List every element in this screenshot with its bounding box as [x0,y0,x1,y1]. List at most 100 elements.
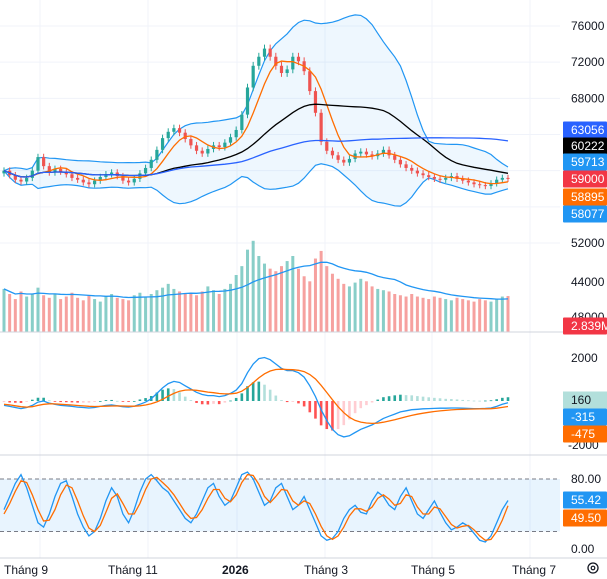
volume-bar [495,299,499,332]
candle-body [404,164,408,168]
volume-bar [438,297,442,332]
macd-hist-bar [319,401,323,426]
stoch-tick-label: 0.00 [571,542,595,556]
volume-bar [2,288,6,332]
macd-hist-bar [81,401,85,403]
volume-bar [47,297,51,332]
candle-body [132,178,136,183]
macd-hist-bar [93,401,96,402]
volume-bar [472,301,476,332]
volume-bar [455,297,459,332]
price-tick-label: 68000 [571,91,605,105]
macd-hist-bar [370,401,374,403]
macd-histogram [2,381,510,431]
macd-hist-bar [410,395,414,401]
macd-hist-bar [178,392,181,401]
macd-hist-bar [427,397,431,401]
time-tick-label: Tháng 9 [4,563,48,577]
macd-hist-bar [297,401,300,404]
volume-bar [268,268,272,332]
macd-hist-bar [42,397,45,401]
volume-bar [285,261,289,332]
candle-body [42,157,46,167]
settings-icon[interactable] [587,562,599,574]
volume-bars [2,240,510,332]
volume-bar [8,294,12,332]
candle-body [279,65,284,74]
candle-body [93,180,97,185]
macd-hist-bar [132,401,136,402]
candle-body [30,170,34,178]
candle-body [495,179,499,184]
volume-tag: 2.839M [571,319,607,333]
volume-bar [93,299,97,332]
volume-bar [178,291,182,332]
volume-bar [81,300,85,332]
candle-body [427,175,431,177]
stochastic-d-line [3,473,509,541]
candle-body [166,131,170,139]
candle-body [160,138,165,150]
price-tag-bg [563,153,607,171]
macd-hist-bar [161,389,164,401]
candle-body [342,159,346,163]
macd-hist-bar [64,401,68,403]
candle-body [81,179,85,183]
candle-body [206,148,210,154]
macd-hist-bar [359,401,363,409]
candle-body [172,128,176,132]
macd-hist-bar [246,386,249,401]
candle-body [455,176,459,179]
macd-hist-bar [223,401,227,403]
macd-hist-bar [19,401,23,403]
macd-hist-bar [234,397,238,401]
macd-hist-bar [478,400,481,402]
candle-body [483,185,487,187]
volume-bar [217,294,221,332]
macd-hist-bar [76,401,79,403]
candle-body [25,177,29,182]
macd-hist-bar [206,401,210,405]
macd-hist-bar [98,401,102,402]
macd-hist-bar [138,399,142,401]
macd-hist-bar [484,400,487,402]
volume-bar [206,286,210,332]
candle-body [234,129,238,138]
volume-bar [500,296,504,332]
candle-body [240,114,244,130]
candle-body [104,174,108,177]
price-tag-bg [563,205,607,223]
candle-body [466,180,470,183]
macd-hist-bar [217,401,221,405]
volume-bar [127,300,131,332]
macd-hist-bar [200,401,204,405]
volume-bar [313,258,317,332]
price-tag-bg [563,121,607,139]
macd-hist-bar [314,401,317,419]
candle-body [53,168,57,173]
macd-hist-bar [421,396,425,401]
volume-bar [195,295,199,332]
price-tag: 59713 [571,155,605,169]
volume-bar [42,295,46,332]
macd-hist-bar [404,395,408,401]
price-tag: 63056 [571,123,605,137]
volume-bar [506,296,510,332]
candle-body [364,151,369,155]
stoch-tag-bg [563,509,607,527]
volume-bar [489,301,493,332]
macd-hist-bar [14,401,17,403]
macd-hist-bar [472,400,476,402]
candle-body [76,177,80,180]
macd-tag: -315 [571,410,595,424]
candle-body [500,177,504,180]
macd-tag: -475 [571,427,595,441]
price-tag: 58077 [571,207,605,221]
macd-hist-bar [251,382,255,401]
macd-hist-bar [285,401,289,403]
candle-body [13,175,17,180]
macd-hist-bar [416,396,419,401]
macd-hist-bar [70,401,74,403]
candle-body [155,149,159,160]
